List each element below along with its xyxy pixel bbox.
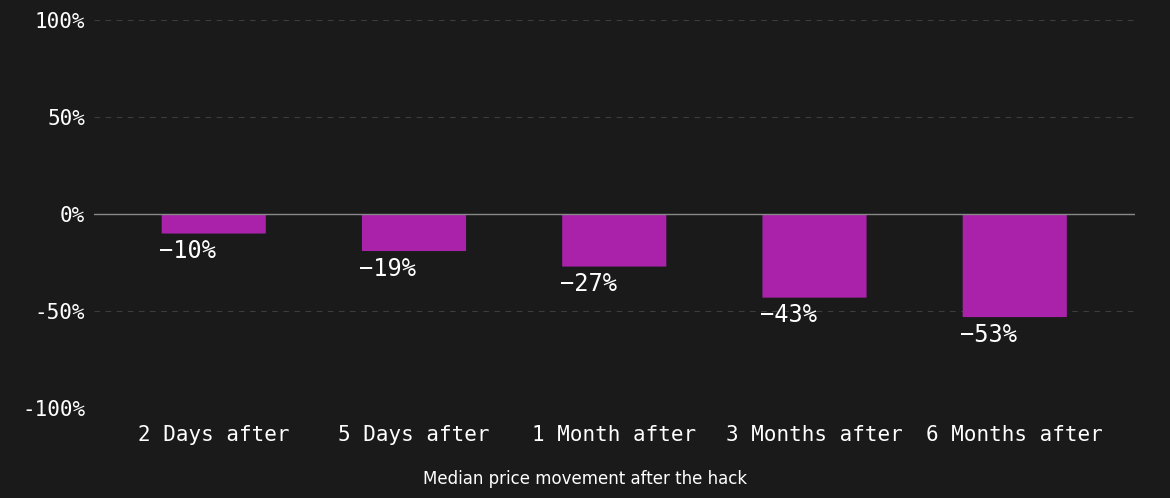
Text: −27%: −27% (559, 272, 617, 296)
Text: Median price movement after the hack: Median price movement after the hack (422, 470, 748, 488)
FancyBboxPatch shape (563, 211, 667, 214)
FancyBboxPatch shape (763, 209, 867, 214)
FancyBboxPatch shape (362, 211, 466, 214)
FancyBboxPatch shape (963, 208, 1067, 214)
FancyBboxPatch shape (963, 214, 1067, 317)
FancyBboxPatch shape (563, 214, 667, 266)
FancyBboxPatch shape (161, 214, 266, 234)
FancyBboxPatch shape (362, 214, 466, 251)
Text: −10%: −10% (159, 240, 216, 263)
FancyBboxPatch shape (763, 214, 867, 298)
Text: −53%: −53% (961, 323, 1017, 347)
FancyBboxPatch shape (161, 212, 266, 214)
Text: −43%: −43% (760, 303, 817, 328)
Text: −19%: −19% (359, 257, 417, 281)
